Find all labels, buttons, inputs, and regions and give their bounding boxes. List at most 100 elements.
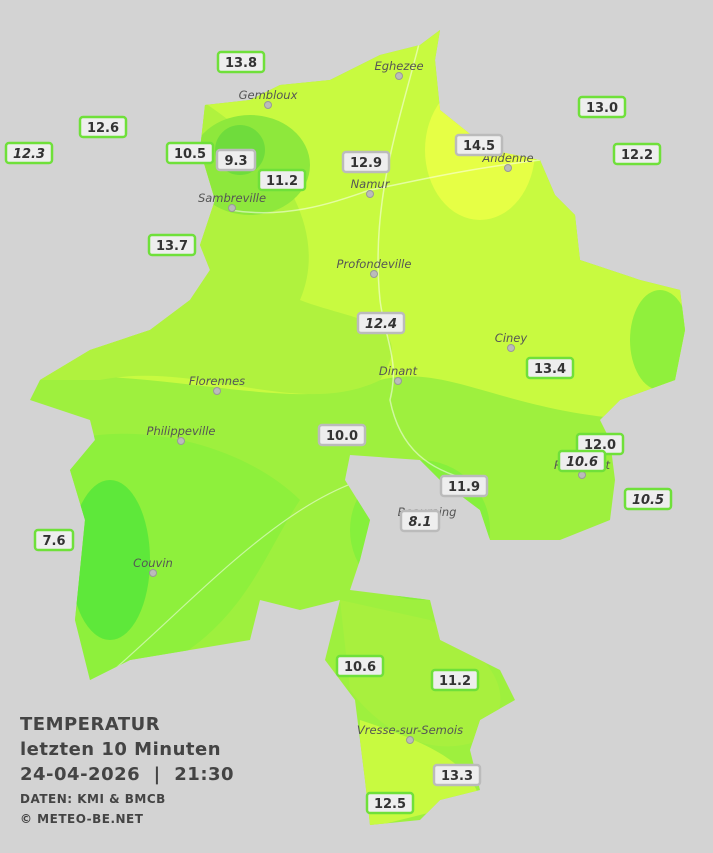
station-value: 11.9 [448,480,480,495]
station-box [356,311,406,335]
station-value: 13.0 [586,101,618,116]
station-value: 12.5 [374,797,406,812]
station: 13.3 [432,763,482,787]
station-value: 10.5 [632,493,664,508]
city-label: Dinant [379,364,418,378]
station-box [557,449,607,473]
station-box [432,763,482,787]
station-box [78,115,128,139]
station-value: 12.9 [350,156,382,171]
city-dot [149,569,157,577]
copyright: © METEO-BE.NET [20,812,144,826]
station-value: 12.6 [87,121,119,136]
station: 12.5 [365,791,415,815]
station-box [335,654,385,678]
city-label: Vresse-sur-Semois [357,723,463,737]
station: 13.4 [525,356,575,380]
title: TEMPERATUR [20,714,160,735]
station-box [577,95,627,119]
station-box [454,133,504,157]
station-value: 12.4 [365,317,397,332]
station: 13.7 [147,233,197,257]
city-label: Florennes [189,374,245,388]
station-value: 10.5 [174,147,206,162]
station-value: 13.8 [225,56,257,71]
station-value: 12.0 [584,438,616,453]
station: 10.0 [317,423,367,447]
city-label: Couvin [133,556,173,570]
station-box [317,423,367,447]
station-box [147,233,197,257]
station-value: 12.3 [13,147,45,162]
station-value: 12.2 [621,148,653,163]
city-label: Philippeville [147,424,216,438]
station: 10.5 [623,487,673,511]
station-value: 13.7 [156,239,188,254]
station-box [341,150,391,174]
station: 9.3 [215,148,257,172]
city-dot [406,736,414,744]
station-value: 10.6 [566,455,598,470]
station: 10.6 [557,449,607,473]
station: 8.1 [399,509,441,533]
station-box [399,509,441,533]
station-box [365,791,415,815]
station-value: 13.3 [441,769,473,784]
station: 12.6 [78,115,128,139]
timestamp: 24-04-2026 | 21:30 [20,764,234,785]
city-dot [177,437,185,445]
city-label: Ciney [495,331,528,345]
station-value: 10.0 [326,429,358,444]
city-dot [578,471,586,479]
legend-title: TEMPERATUR letzten 10 Minuten 24-04-2026… [20,714,234,826]
city-dot [264,101,272,109]
city-label: Profondeville [337,257,412,271]
station-box [33,528,75,552]
station-value: 8.1 [408,515,431,530]
station-value: 14.5 [463,139,495,154]
station-box [165,141,215,165]
station: 12.2 [612,142,662,166]
station-value: 9.3 [224,154,247,169]
station: 10.5 [165,141,215,165]
station: 11.9 [439,474,489,498]
station-box [623,487,673,511]
city-dot [395,72,403,80]
station: 11.2 [257,168,307,192]
station: 13.8 [216,50,266,74]
station-box [215,148,257,172]
station-value: 10.6 [344,660,376,675]
station-box [612,142,662,166]
station: 11.2 [430,668,480,692]
city-dot [213,387,221,395]
city-label: Eghezee [374,59,423,73]
station-box [430,668,480,692]
station: 14.5 [454,133,504,157]
city-label: Sambreville [198,191,266,205]
station-box [216,50,266,74]
city-label: Gembloux [239,88,298,102]
period: letzten 10 Minuten [20,739,221,760]
station-box [257,168,307,192]
station-value: 11.2 [266,174,298,189]
station: 12.0 [575,432,625,456]
station-box [525,356,575,380]
city-dot [507,344,515,352]
station: 12.9 [341,150,391,174]
station-value: 11.2 [439,674,471,689]
city-dot [366,190,374,198]
source: DATEN: KMI & BMCB [20,792,166,806]
city-label: Namur [351,177,391,191]
stations: 13.8 12.6 12.3 10.5 9.3 11.2 12.9 14.5 13.0 12.2 1… [4,50,673,815]
station: 7.6 [33,528,75,552]
station-value: 7.6 [42,534,65,549]
station-box [439,474,489,498]
city-dot [228,204,236,212]
station-value: 13.4 [534,362,566,377]
station: 12.3 [4,141,54,165]
city-dot [370,270,378,278]
city-dot [504,164,512,172]
station: 13.0 [577,95,627,119]
station: 10.6 [335,654,385,678]
